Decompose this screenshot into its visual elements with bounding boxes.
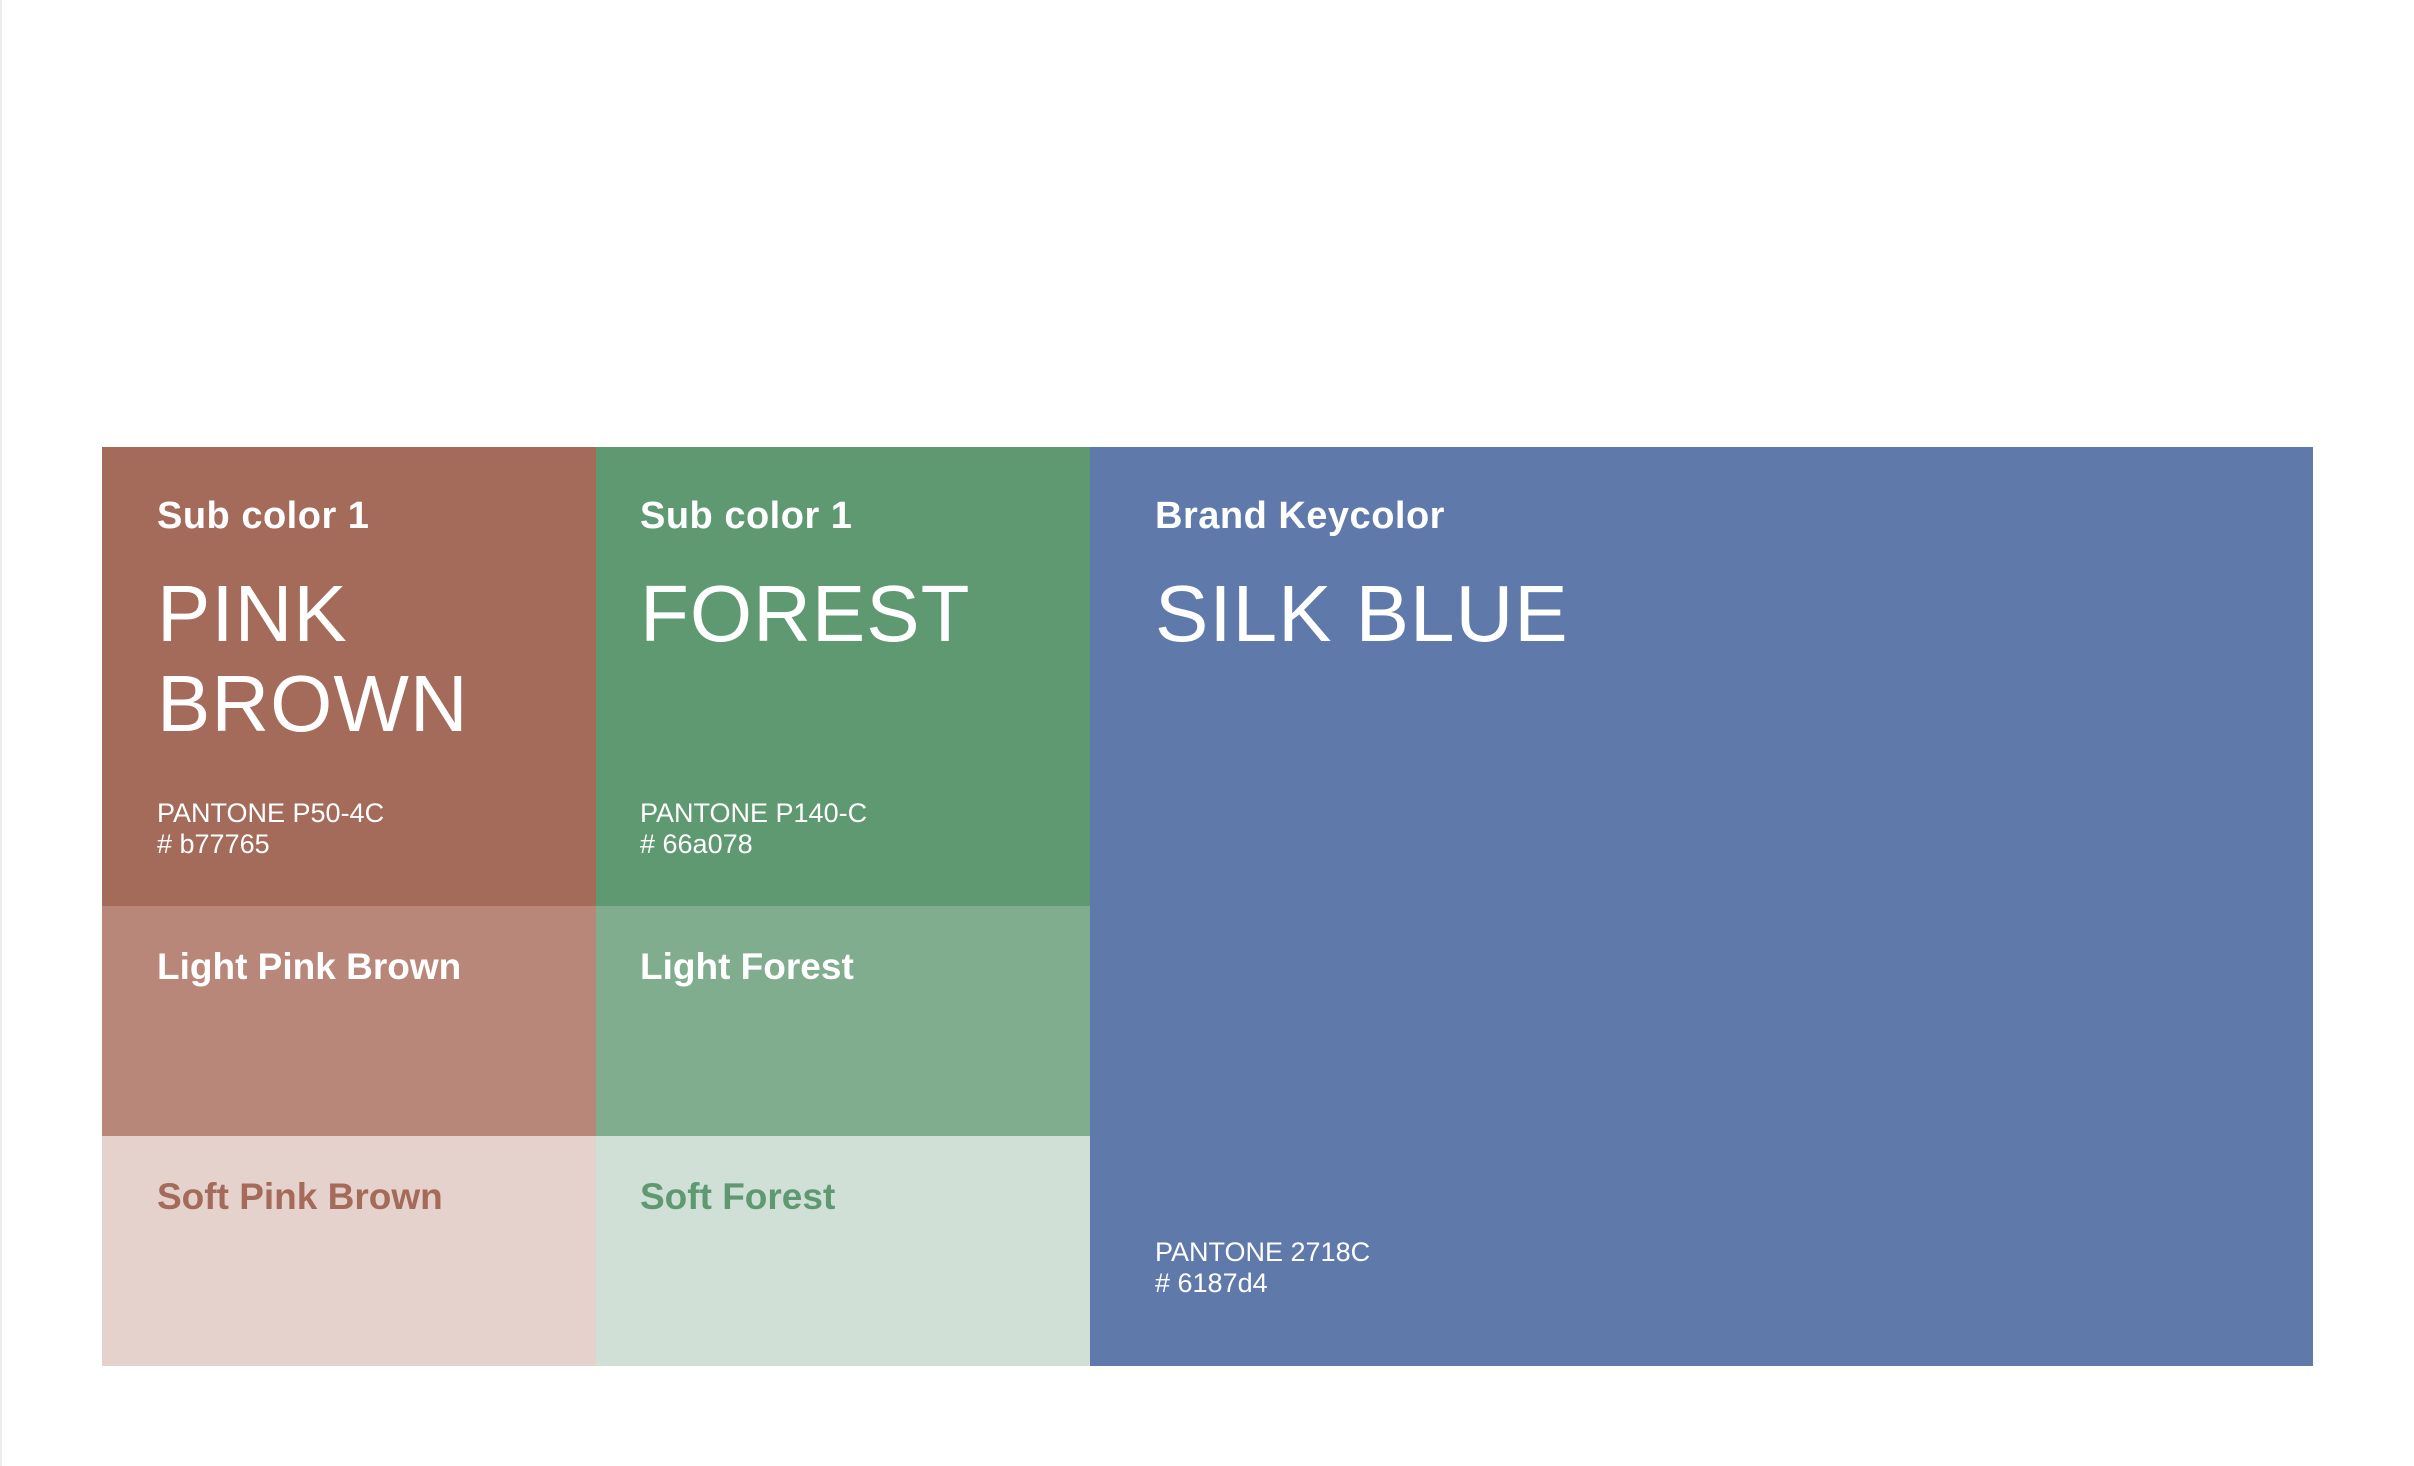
- silk-blue-hex: # 6187d4: [1155, 1268, 1268, 1298]
- light-forest-swatch: Light Forest: [596, 906, 1090, 1136]
- pink-brown-sub-label: Sub color 1: [157, 495, 370, 537]
- pink-brown-hex: # b77765: [157, 829, 270, 859]
- silk-blue-sub-label: Brand Keycolor: [1155, 495, 1445, 537]
- pink-brown-name-line1: PINK: [157, 569, 348, 658]
- silk-blue-swatch: Brand Keycolor SILK BLUE PANTONE 2718C #…: [1090, 447, 2313, 1366]
- silk-blue-name: SILK BLUE: [1155, 569, 1569, 658]
- pink-brown-name-line2: BROWN: [157, 659, 469, 748]
- soft-pink-brown-label: Soft Pink Brown: [157, 1176, 443, 1217]
- forest-sub-label: Sub color 1: [640, 495, 853, 537]
- page-edge-rule: [0, 0, 2, 1466]
- forest-pantone: PANTONE P140-C: [640, 798, 868, 828]
- pink-brown-column: Sub color 1 PINK BROWN PANTONE P50-4C # …: [102, 447, 596, 1366]
- silk-blue-column: Brand Keycolor SILK BLUE PANTONE 2718C #…: [1090, 447, 2313, 1366]
- pink-brown-codes: PANTONE P50-4C # b77765: [157, 798, 384, 860]
- pink-brown-name: PINK BROWN: [157, 569, 469, 749]
- forest-swatch: Sub color 1 FOREST PANTONE P140-C # 66a0…: [596, 447, 1090, 906]
- silk-blue-codes: PANTONE 2718C # 6187d4: [1155, 1237, 1370, 1299]
- forest-codes: PANTONE P140-C # 66a078: [640, 798, 867, 860]
- light-forest-label: Light Forest: [640, 946, 854, 987]
- soft-forest-swatch: Soft Forest: [596, 1136, 1090, 1366]
- forest-hex: # 66a078: [640, 829, 753, 859]
- light-pink-brown-label: Light Pink Brown: [157, 946, 462, 987]
- soft-pink-brown-swatch: Soft Pink Brown: [102, 1136, 596, 1366]
- light-pink-brown-swatch: Light Pink Brown: [102, 906, 596, 1136]
- soft-forest-label: Soft Forest: [640, 1176, 836, 1217]
- forest-name: FOREST: [640, 569, 971, 658]
- silk-blue-pantone: PANTONE 2718C: [1155, 1237, 1371, 1267]
- forest-column: Sub color 1 FOREST PANTONE P140-C # 66a0…: [596, 447, 1090, 1366]
- pink-brown-swatch: Sub color 1 PINK BROWN PANTONE P50-4C # …: [102, 447, 596, 906]
- pink-brown-pantone: PANTONE P50-4C: [157, 798, 385, 828]
- color-palette: Sub color 1 PINK BROWN PANTONE P50-4C # …: [102, 447, 2313, 1366]
